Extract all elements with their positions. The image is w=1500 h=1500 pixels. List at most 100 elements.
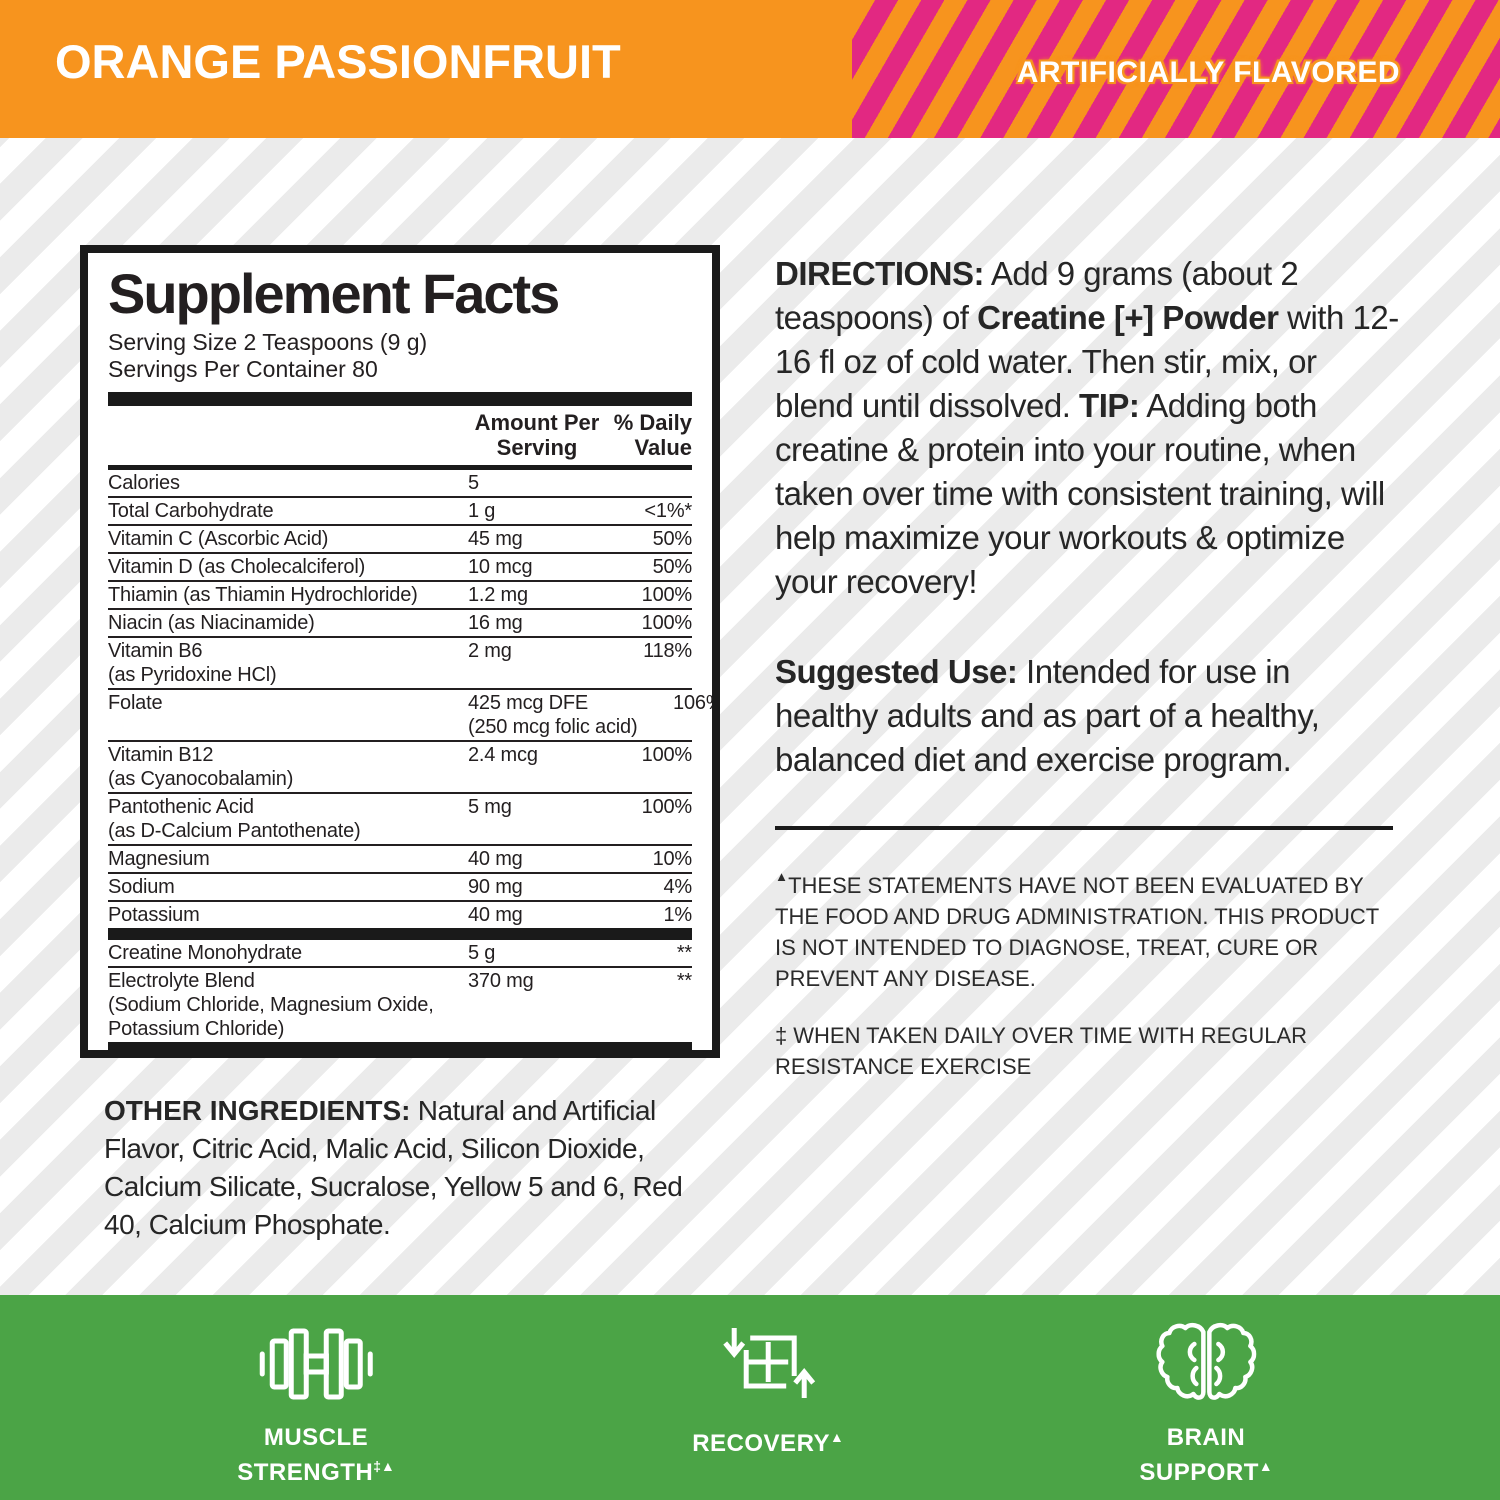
nutrient-name-detail: (as Cyanocobalamin): [108, 768, 294, 791]
amount-per-serving-header: Amount Per Serving: [474, 410, 600, 461]
nutrient-dv: **: [676, 970, 692, 993]
fda-disclaimer-text: THESE STATEMENTS HAVE NOT BEEN EVALUATED…: [775, 873, 1379, 991]
dagger-marker: ‡: [775, 1023, 788, 1048]
nutrient-name: Folate: [108, 692, 163, 715]
facts-row-pantothenic-acid: Pantothenic Acid (as D-Calcium Pantothen…: [108, 792, 692, 844]
nutrient-name: Vitamin D (as Cholecalciferol): [108, 556, 366, 579]
brain-icon: [1139, 1321, 1272, 1407]
nutrient-dv: 50%: [652, 528, 693, 551]
tip-text: Adding both creatine & protein into your…: [775, 387, 1385, 600]
benefits-band: MUSCLE STRENGTH‡▲ RECOVERY▲: [0, 1295, 1500, 1500]
feature-label-line2: STRENGTH: [237, 1459, 374, 1486]
feature-label: MUSCLE STRENGTH‡▲: [237, 1423, 395, 1487]
nutrient-name-detail: (as Pyridoxine HCl): [108, 664, 277, 687]
nutrient-name-detail: (as D-Calcium Pantothenate): [108, 820, 361, 843]
nutrient-name: Vitamin C (Ascorbic Acid): [108, 528, 329, 551]
nutrient-amount: 10 mcg: [468, 556, 533, 579]
facts-row-folate: Folate 425 mcg DFE (250 mcg folic acid) …: [108, 688, 712, 740]
nutrient-amount: 45 mg: [468, 528, 523, 551]
nutrient-dv: 118%: [643, 640, 692, 663]
nutrient-dv: 100%: [641, 796, 693, 819]
magenta-stripes-decoration: [852, 0, 1500, 138]
other-ingredients-text: Natural and Artificial Flavor, Citric Ac…: [104, 1095, 683, 1240]
nutrient-name: Total Carbohydrate: [108, 500, 274, 523]
other-ingredients-label: OTHER INGREDIENTS:: [104, 1095, 411, 1126]
exercise-disclaimer: ‡ WHEN TAKEN DAILY OVER TIME WITH REGULAR…: [775, 1020, 1400, 1082]
nutrient-dv: 10%: [652, 848, 693, 871]
nutrient-dv: 50%: [652, 556, 693, 579]
nutrient-name: Vitamin B12: [108, 744, 214, 767]
other-ingredients: OTHER INGREDIENTS: Natural and Artificia…: [104, 1092, 724, 1244]
nutrient-dv: 100%: [641, 612, 693, 635]
nutrient-dv: 1%: [663, 904, 692, 927]
usage-column: DIRECTIONS: Add 9 grams (about 2 teaspoo…: [775, 252, 1400, 1104]
nutrient-amount: 40 mg: [468, 848, 523, 871]
feature-label-line2: SUPPORT: [1139, 1459, 1259, 1486]
recovery-icon: [692, 1321, 844, 1407]
nutrient-dv: [606, 471, 692, 495]
horizontal-rule: [775, 826, 1393, 830]
nutrient-dv: 100%: [641, 744, 693, 767]
facts-column-headers: Amount Per Serving % Daily Value: [108, 406, 692, 465]
nutrient-amount: 425 mcg DFE (250 mcg folic acid): [468, 692, 638, 739]
nutrient-name: Electrolyte Blend: [108, 970, 255, 993]
facts-footnotes: *Percent Daily Values are based on a 2,0…: [108, 1054, 692, 1058]
nutrient-name: Sodium: [108, 876, 175, 899]
supplement-facts-title: Supplement Facts: [108, 262, 560, 325]
suggested-use-label: Suggested Use:: [775, 653, 1018, 690]
servings-per-container: Servings Per Container 80: [108, 356, 378, 383]
nutrient-name: Thiamin (as Thiamin Hydrochloride): [108, 584, 418, 607]
facts-row-vitamin-c: Vitamin C (Ascorbic Acid) 45 mg 50%: [108, 524, 692, 552]
nutrient-name: Calories: [108, 472, 180, 495]
feature-footnote-marker: ‡▲: [373, 1458, 395, 1474]
nutrient-amount: 370 mg: [468, 970, 534, 993]
nutrient-amount: 16 mg: [468, 612, 523, 635]
facts-row-calories: Calories 5: [108, 470, 692, 496]
dumbbell-icon: [237, 1321, 395, 1407]
facts-row-vitamin-d: Vitamin D (as Cholecalciferol) 10 mcg 50…: [108, 552, 692, 580]
feature-footnote-marker: ▲: [1258, 1458, 1273, 1474]
nutrient-amount: 90 mg: [468, 876, 523, 899]
nutrient-name: Creatine Monohydrate: [108, 942, 302, 965]
spacer: [108, 410, 468, 460]
nutrient-dv: 106%: [673, 692, 720, 715]
flavor-name: ORANGE PASSIONFRUIT: [55, 35, 621, 88]
exercise-disclaimer-text: WHEN TAKEN DAILY OVER TIME WITH REGULAR …: [775, 1023, 1308, 1079]
thick-divider: [108, 1042, 692, 1050]
facts-row-electrolyte-blend: Electrolyte Blend (Sodium Chloride, Magn…: [108, 966, 692, 1042]
directions-paragraph: DIRECTIONS: Add 9 grams (about 2 teaspoo…: [775, 252, 1400, 604]
feature-recovery: RECOVERY▲: [692, 1321, 844, 1458]
nutrient-amount: 2.4 mcg: [468, 744, 538, 767]
fda-disclaimer: ▲THESE STATEMENTS HAVE NOT BEEN EVALUATE…: [775, 870, 1400, 994]
nutrient-dv: **: [676, 942, 692, 965]
nutrient-amount: 5: [468, 472, 479, 495]
nutrient-name-detail: (Sodium Chloride, Magnesium Oxide, Potas…: [108, 994, 434, 1041]
nutrient-amount: 5 mg: [468, 796, 512, 819]
feature-label: RECOVERY▲: [692, 1423, 844, 1458]
facts-row-sodium: Sodium 90 mg 4%: [108, 872, 692, 900]
feature-label-line1: BRAIN: [1166, 1424, 1246, 1451]
facts-row-vitamin-b12: Vitamin B12 (as Cyanocobalamin) 2.4 mcg …: [108, 740, 692, 792]
nutrient-name: Niacin (as Niacinamide): [108, 612, 315, 635]
supplement-facts-panel: Supplement Facts Serving Size 2 Teaspoon…: [80, 245, 720, 1058]
facts-row-vitamin-b6: Vitamin B6 (as Pyridoxine HCl) 2 mg 118%: [108, 636, 692, 688]
nutrient-amount: 5 g: [468, 942, 496, 965]
nutrient-name: Potassium: [108, 904, 200, 927]
feature-muscle-strength: MUSCLE STRENGTH‡▲: [237, 1321, 395, 1487]
feature-label: BRAIN SUPPORT▲: [1139, 1423, 1272, 1487]
nutrient-amount: 1.2 mg: [468, 584, 528, 607]
nutrient-name: Vitamin B6: [108, 640, 203, 663]
triangle-marker: ▲: [775, 869, 789, 884]
feature-label-line2: RECOVERY: [692, 1430, 831, 1457]
product-name: Creatine [+] Powder: [977, 299, 1279, 336]
directions-label: DIRECTIONS:: [775, 255, 985, 292]
directions-text: Add 9 grams (about 2 teaspoons) of: [775, 255, 1299, 336]
facts-row-creatine-monohydrate: Creatine Monohydrate 5 g **: [108, 940, 692, 966]
facts-row-niacin: Niacin (as Niacinamide) 16 mg 100%: [108, 608, 692, 636]
directions-text: with 12-16 fl oz of cold water. Then sti…: [775, 299, 1399, 424]
nutrient-name: Magnesium: [108, 848, 210, 871]
facts-row-total-carbohydrate: Total Carbohydrate 1 g <1%*: [108, 496, 692, 524]
nutrient-name: Pantothenic Acid: [108, 796, 254, 819]
tip-label: TIP:: [1079, 387, 1140, 424]
